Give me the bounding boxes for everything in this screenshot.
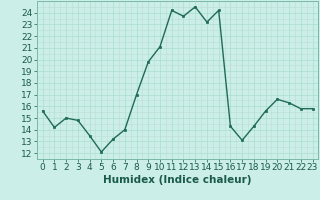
X-axis label: Humidex (Indice chaleur): Humidex (Indice chaleur) [103, 175, 252, 185]
